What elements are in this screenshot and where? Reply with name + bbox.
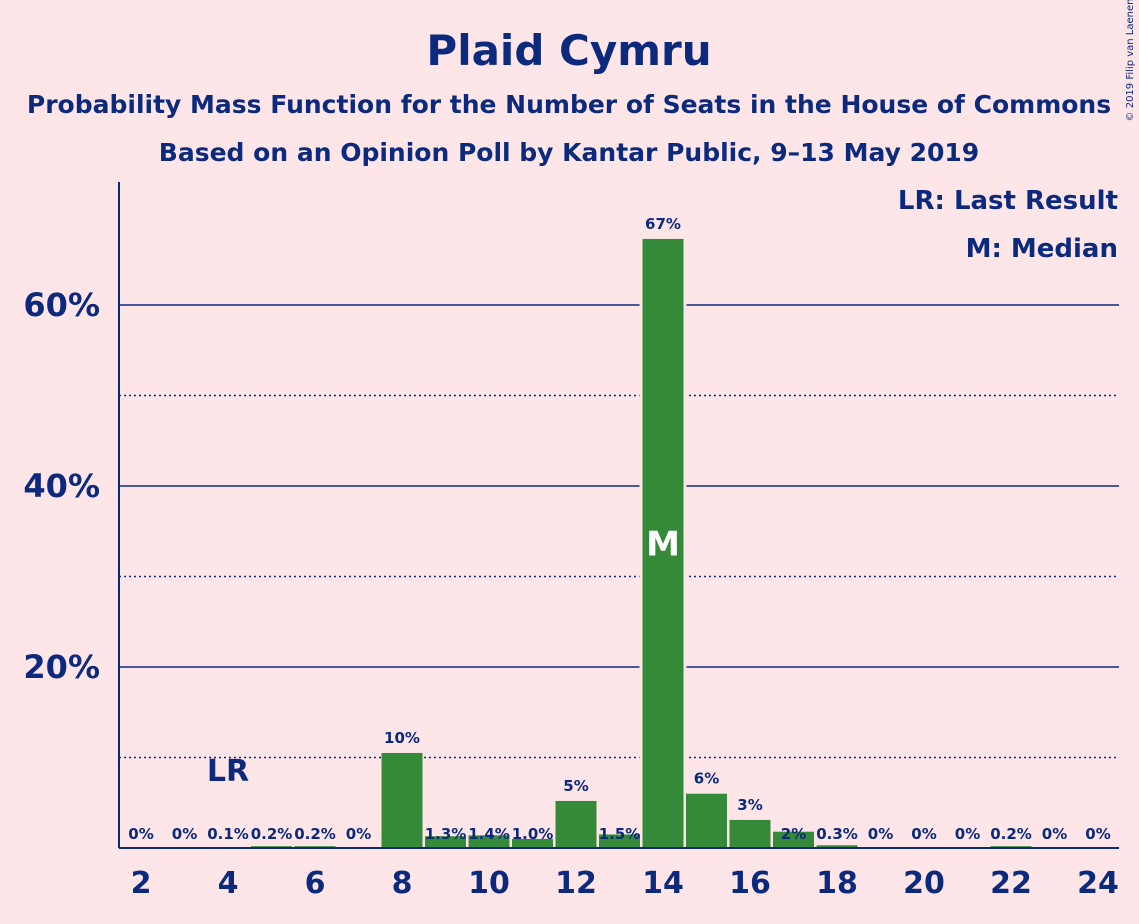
y-tick-label: 60%: [23, 286, 100, 324]
copyright-notice: © 2019 Filip van Laenen: [1125, 0, 1136, 121]
bar: [555, 800, 597, 848]
legend-last-result: LR: Last Result: [898, 186, 1118, 216]
bar: [425, 836, 466, 848]
data-label: 0.2%: [251, 825, 293, 843]
bar: [468, 835, 510, 848]
y-axis-ticks: 20% 40% 60%: [23, 286, 100, 686]
markers: LR M: [207, 524, 680, 789]
bar: [686, 793, 727, 848]
data-label: 0%: [172, 825, 197, 843]
legend-median: M: Median: [966, 234, 1118, 264]
data-label: 0.3%: [816, 825, 858, 843]
x-tick-label: 16: [729, 866, 771, 901]
bar: [642, 238, 684, 848]
data-label: 6%: [694, 770, 719, 788]
median-marker: M: [646, 524, 680, 564]
chart-title: Plaid Cymru: [426, 26, 711, 75]
x-tick-label: 6: [305, 866, 326, 901]
x-axis-ticks: 2 4 6 8 10 12 14 16 18 20 22 24: [131, 866, 1119, 901]
chart-subtitle: Probability Mass Function for the Number…: [27, 90, 1111, 119]
data-label: 1.5%: [599, 825, 641, 843]
last-result-marker: LR: [207, 754, 249, 789]
bar: [816, 845, 858, 848]
x-tick-label: 14: [642, 866, 684, 901]
data-label: 0.1%: [207, 825, 249, 843]
data-label: 1.3%: [425, 825, 467, 843]
bar: [381, 752, 423, 848]
data-label: 3%: [737, 796, 762, 814]
data-label: 1.4%: [468, 825, 510, 843]
data-label: 0%: [868, 825, 893, 843]
x-tick-label: 22: [990, 866, 1032, 901]
bar: [773, 831, 814, 848]
bars: [207, 238, 1032, 848]
data-label: 0%: [911, 825, 936, 843]
x-tick-label: 2: [131, 866, 152, 901]
x-tick-label: 8: [392, 866, 413, 901]
data-labels: 0% 0% 0.1% 0.2% 0.2% 0%10%1.3% 1.4% 1.0%5%1.5%6…: [128, 215, 1110, 843]
x-tick-label: 12: [555, 866, 597, 901]
x-tick-label: 20: [903, 866, 945, 901]
data-label: 0%: [1042, 825, 1067, 843]
data-label: 67%: [645, 215, 681, 233]
legend: LR: Last Result M: Median: [898, 186, 1118, 264]
data-label: 0%: [1085, 825, 1110, 843]
grid: [119, 303, 1119, 760]
chart-subtitle-2: Based on an Opinion Poll by Kantar Publi…: [159, 138, 979, 167]
x-tick-label: 10: [468, 866, 510, 901]
data-label: 1.0%: [512, 825, 554, 843]
axes: [118, 182, 1119, 849]
data-label: 0%: [128, 825, 153, 843]
x-tick-label: 24: [1077, 866, 1119, 901]
bar: [512, 838, 553, 848]
y-tick-label: 40%: [23, 467, 100, 505]
y-tick-label: 20%: [23, 648, 100, 686]
x-tick-label: 18: [816, 866, 858, 901]
data-label: 2%: [781, 825, 806, 843]
data-label: 10%: [384, 729, 420, 747]
data-label: 0%: [955, 825, 980, 843]
data-label: 0.2%: [294, 825, 336, 843]
bar: [729, 819, 771, 848]
bar: [599, 834, 640, 848]
data-label: 5%: [563, 777, 588, 795]
x-tick-label: 4: [218, 866, 239, 901]
data-label: 0.2%: [990, 825, 1032, 843]
data-label: 0%: [346, 825, 371, 843]
